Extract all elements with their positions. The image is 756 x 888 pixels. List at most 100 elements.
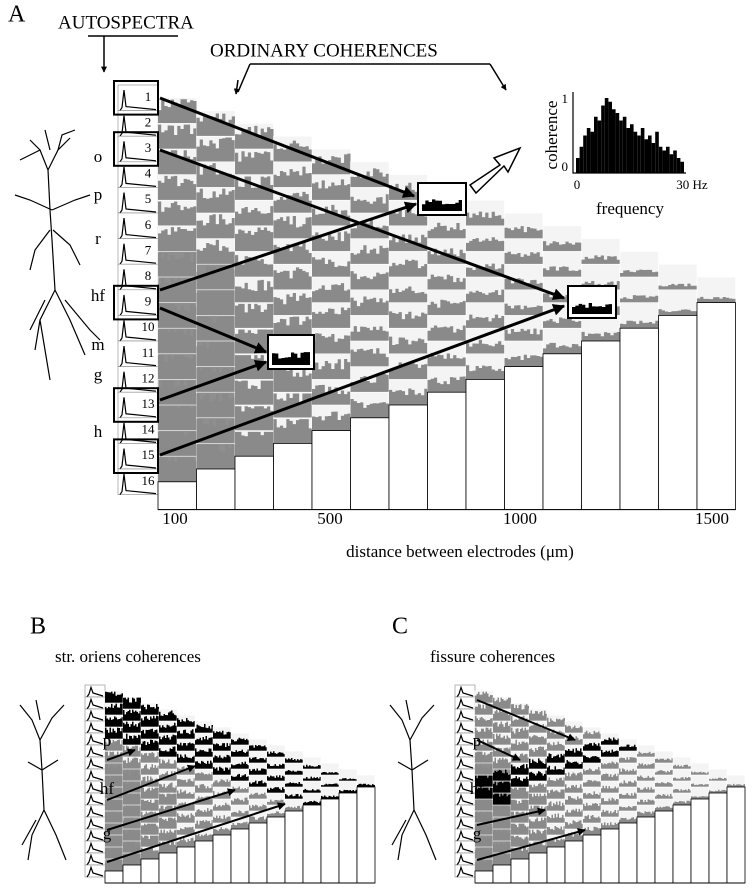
spectrum: [235, 380, 274, 405]
spectrum: [158, 124, 197, 149]
baseline-bar: [158, 852, 178, 884]
highlight-box: [113, 438, 159, 474]
spectrum: [123, 781, 141, 793]
spectrum: [105, 847, 123, 859]
spectrum: [123, 709, 141, 721]
spectrum: [141, 704, 159, 715]
spectrum: [529, 770, 547, 781]
spectrum: [475, 835, 493, 847]
spectrum: [123, 829, 141, 841]
neuron: [389, 699, 437, 861]
spectrum: [637, 787, 655, 793]
layer-label: hf: [91, 286, 106, 305]
spectrum: [601, 797, 619, 805]
baseline-bar: [510, 858, 530, 884]
spectrum: [119, 371, 157, 393]
spectrum: [105, 775, 123, 787]
spectrum: [350, 245, 389, 265]
baseline-bar: [672, 804, 692, 884]
electrode-number: 11: [142, 345, 155, 360]
spectrum: [493, 829, 511, 841]
cell: [117, 289, 159, 316]
electrode-number: 10: [142, 319, 155, 334]
spectrum: [231, 773, 249, 781]
spectrum: [235, 303, 274, 329]
panel-label: C: [392, 614, 408, 640]
spectrum: [321, 795, 339, 799]
spectrum: [119, 192, 157, 214]
inset-y-tick: 1: [562, 91, 569, 106]
spectrum: [119, 243, 157, 265]
spectrum: [601, 785, 619, 793]
spectrum: [177, 753, 195, 763]
highlight-box: [113, 284, 159, 321]
spectrum: [389, 286, 428, 303]
inset-x-title: frequency: [596, 199, 664, 218]
inset-bar: [673, 150, 677, 173]
spectrum: [547, 765, 565, 775]
spectrum: [475, 859, 493, 871]
baseline-bar: [636, 816, 656, 884]
spectrum: [456, 865, 474, 878]
spectrum: [493, 697, 511, 709]
spectrum: [249, 756, 267, 763]
spectrum: [456, 745, 474, 758]
inset-bar: [604, 98, 609, 173]
inset-bar: [662, 150, 666, 173]
spectrum: [504, 354, 543, 367]
spectrum: [466, 365, 505, 380]
spectrum: [565, 724, 583, 733]
spectrum: [475, 799, 493, 811]
spectrum: [177, 837, 195, 847]
spectrum: [119, 320, 157, 342]
spectrum: [86, 793, 104, 806]
spectrum: [196, 393, 235, 418]
panel-label: B: [30, 614, 46, 640]
spectrum: [547, 753, 565, 763]
spectrum: [285, 805, 303, 811]
arrow: [159, 201, 418, 292]
spectrum: [583, 767, 601, 775]
spectrum: [350, 326, 389, 341]
electrode-number: 6: [145, 217, 152, 232]
baseline-bar: [492, 864, 512, 884]
spectrum: [493, 841, 511, 853]
spectrum: [231, 761, 249, 769]
spectrum: [196, 265, 235, 290]
baseline-bar: [356, 786, 376, 884]
arrow: [106, 788, 236, 831]
spectrum: [312, 257, 351, 277]
spectrum: [493, 769, 511, 781]
spectrum: [267, 775, 285, 781]
spectrum: [312, 333, 351, 354]
spectrum: [601, 773, 619, 781]
spectrum: [547, 717, 565, 727]
layer-label: hf: [470, 779, 485, 798]
spectrum: [456, 769, 474, 782]
inset-bar: [608, 101, 612, 173]
spectrum: [141, 728, 159, 739]
cell: [117, 135, 159, 163]
x-tick-label: 1500: [695, 509, 729, 528]
spectrum: [529, 817, 547, 829]
spectrum: [583, 826, 601, 835]
spectrum: [285, 770, 303, 775]
spectrum: [475, 823, 493, 835]
spectrum: [231, 821, 249, 829]
spectrum: [572, 302, 612, 314]
baseline-bar: [104, 870, 124, 884]
inset-bar: [619, 120, 623, 173]
arrow: [476, 739, 521, 761]
inset-bar: [680, 161, 684, 173]
spectrum: [504, 226, 543, 239]
spectrum: [249, 768, 267, 775]
spectrum: [86, 817, 104, 830]
spectrum: [158, 175, 197, 201]
spectrum: [196, 214, 235, 239]
spectrum: [427, 325, 466, 341]
spectrum: [123, 733, 141, 745]
spectrum: [493, 721, 511, 733]
x-tick-label: 100: [162, 509, 188, 528]
spectrum: [456, 709, 474, 722]
spectrum: [691, 771, 709, 775]
